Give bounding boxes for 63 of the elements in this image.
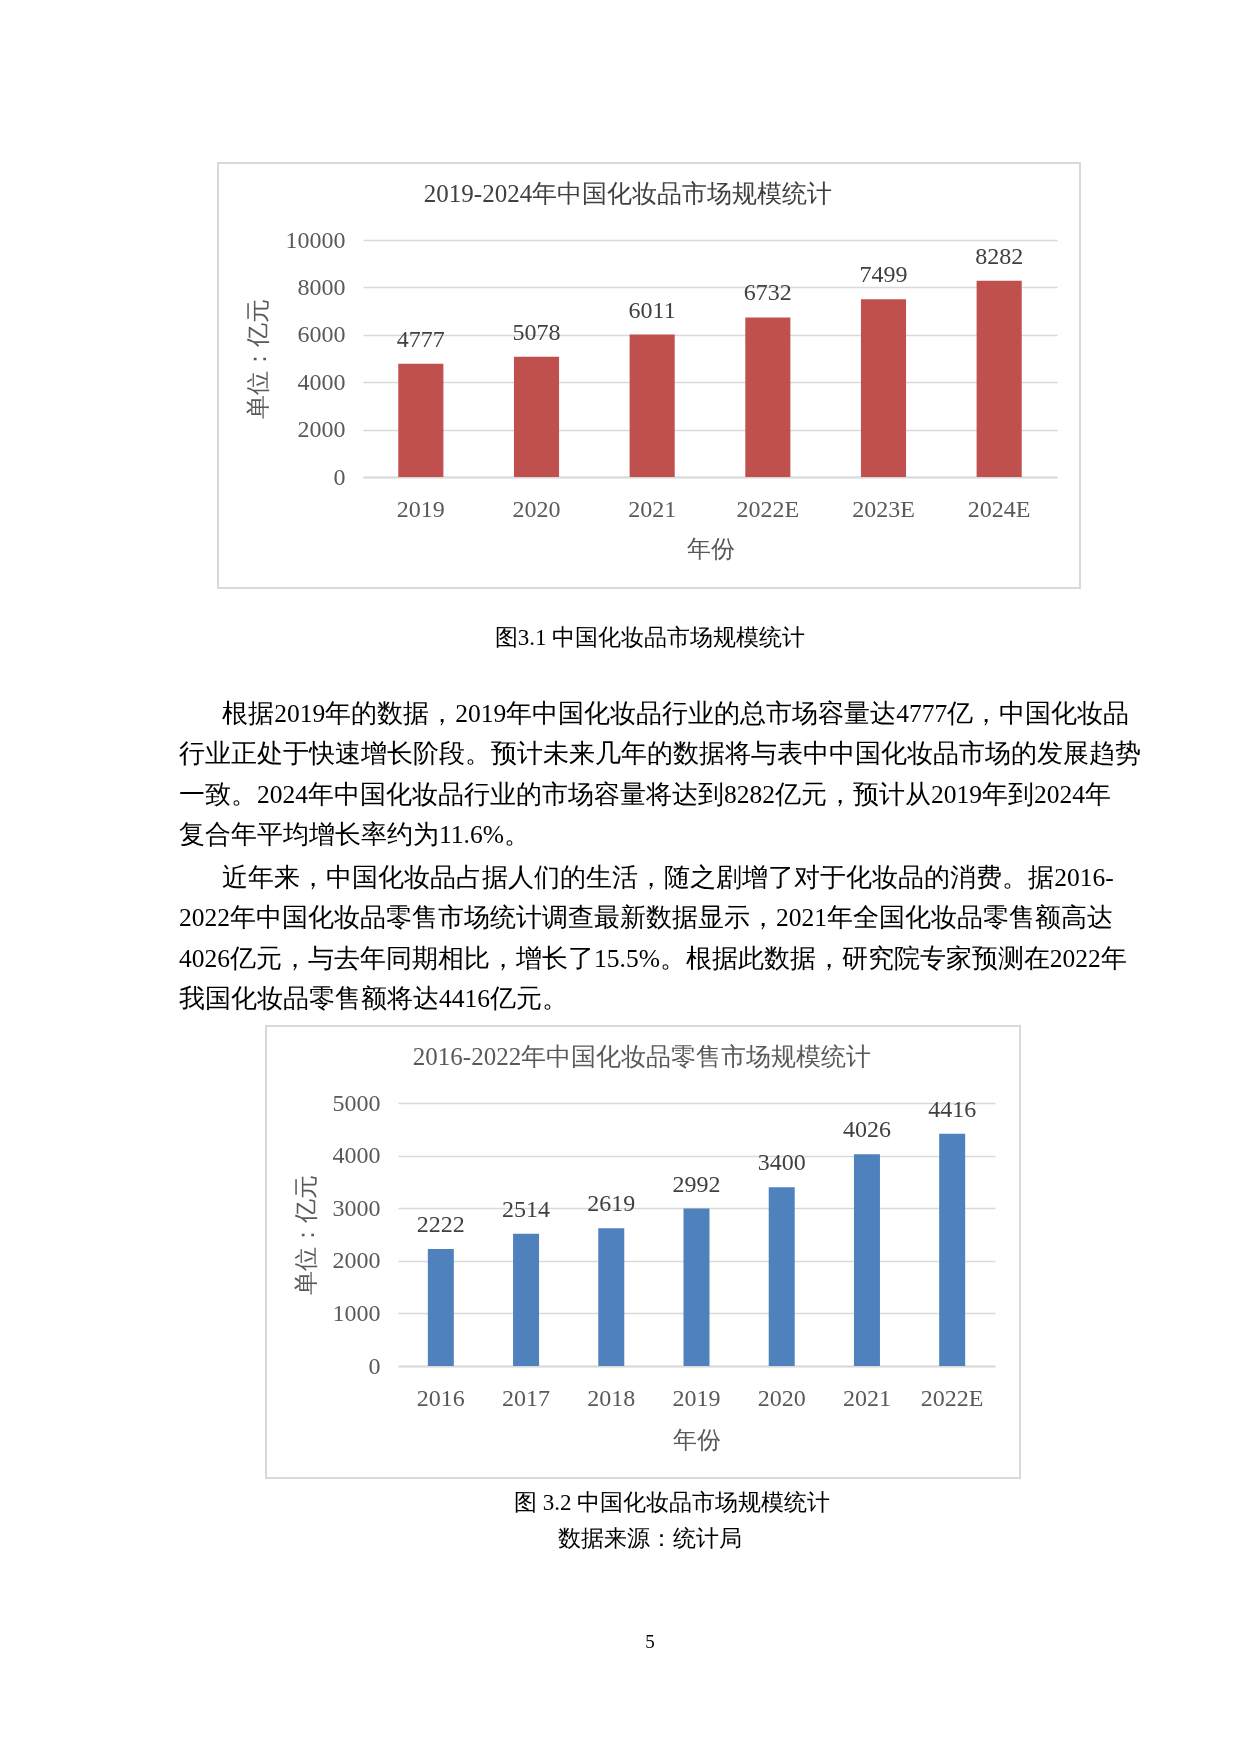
bar	[939, 1133, 966, 1366]
x-tick-label: 2022E	[736, 495, 800, 522]
y-tick-label: 4000	[297, 368, 346, 395]
data-label: 2619	[587, 1190, 636, 1217]
x-tick-label: 2018	[587, 1384, 636, 1411]
data-label: 4026	[842, 1116, 891, 1143]
caption: 图 3.2 中国化妆品市场规模统计	[513, 1490, 831, 1515]
bar	[629, 334, 675, 477]
data-label: 3400	[757, 1149, 806, 1176]
y-tick-label: 6000	[297, 321, 346, 348]
text: 近年来，中国化妆品占据人们的生活，随之剧增了对于化妆品的消费。据2016-2022年中国化妆品零售市场统计调查最新数据显示，2021年全国化妆品零售额高达4026亿元，与去年同期相比，增长了15.5%。根据此数据，研究院专家预测在2022年我国化妆品零售额将达4416亿元。	[179, 863, 1127, 1013]
x-tick-label: 2022E	[920, 1384, 984, 1411]
text: 根据2019年的数据，2019年中国化妆品行业的总市场容量达4777亿，中国化妆品行业正处于快速增长阶段。预计未来几年的数据将与表中中国化妆品市场的发展趋势一致。2024年中国化妆品行业的市场容量将达到8282亿元，预计从2019年到2024年复合年平均增长率约为11.6%。	[179, 699, 1141, 849]
data-label: 6732	[743, 279, 792, 306]
y-tick-label: 1000	[332, 1299, 381, 1326]
y-tick-label: 5000	[332, 1089, 381, 1116]
bar	[513, 1233, 540, 1366]
y-tick-label: 8000	[297, 273, 346, 300]
caption: 图3.1 中国化妆品市场规模统计	[494, 625, 806, 650]
data-label: 2222	[416, 1211, 465, 1238]
bar	[513, 356, 560, 477]
x-tick-label: 2019	[396, 495, 445, 522]
bar	[745, 317, 791, 477]
y-tick-label: 0	[368, 1352, 381, 1379]
bar	[598, 1228, 625, 1366]
data-label: 7499	[859, 261, 908, 288]
x-tick-label: 2021	[628, 495, 677, 522]
y-tick-label: 3000	[332, 1194, 381, 1221]
x-tick-label: 2019	[672, 1384, 721, 1411]
bar	[860, 299, 907, 477]
data-label: 4416	[928, 1095, 977, 1122]
data-label: 8282	[975, 242, 1024, 269]
x-tick-label: 2016	[416, 1384, 465, 1411]
x-tick-label: 2017	[502, 1384, 551, 1411]
bar	[427, 1249, 454, 1366]
data-label: 2514	[502, 1195, 551, 1222]
x-axis-title: 年份	[673, 1426, 721, 1453]
data-label: 4777	[396, 325, 445, 352]
x-tick-label: 2024E	[967, 495, 1031, 522]
bar	[976, 280, 1022, 477]
data-label: 6011	[628, 296, 676, 323]
y-axis-title: 单位：亿元	[292, 1175, 319, 1295]
x-axis-title: 年份	[686, 535, 735, 562]
y-tick-label: 2000	[297, 416, 346, 443]
source-note: 数据来源：统计局	[558, 1526, 742, 1551]
bar	[683, 1208, 710, 1366]
y-tick-label: 4000	[332, 1142, 381, 1169]
x-tick-label: 2023E	[852, 495, 915, 522]
chart-title: 2016-2022年中国化妆品零售市场规模统计	[412, 1043, 872, 1070]
bar	[398, 363, 444, 477]
x-tick-label: 2020	[757, 1384, 806, 1411]
y-tick-label: 2000	[332, 1247, 381, 1274]
y-axis-title: 单位：亿元	[244, 299, 271, 419]
data-label: 5078	[512, 318, 561, 345]
text: 5	[645, 1631, 655, 1652]
y-tick-label: 10000	[285, 226, 346, 253]
bar	[853, 1154, 880, 1366]
chart-title: 2019-2024年中国化妆品市场规模统计	[423, 180, 833, 207]
bar	[768, 1187, 795, 1366]
data-label: 2992	[672, 1170, 721, 1197]
x-tick-label: 2021	[842, 1384, 891, 1411]
y-tick-label: 0	[333, 463, 346, 490]
x-tick-label: 2020	[512, 495, 561, 522]
